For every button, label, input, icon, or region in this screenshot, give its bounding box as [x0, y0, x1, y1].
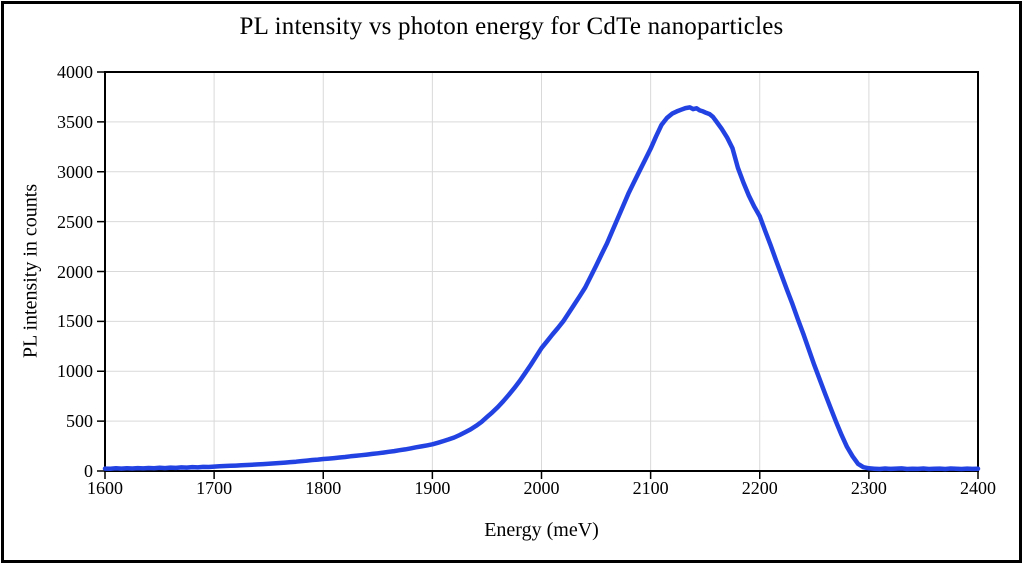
- y-tick-label: 3500: [57, 111, 93, 132]
- x-tick-label: 1600: [87, 478, 123, 498]
- y-tick-label: 500: [66, 411, 93, 432]
- y-tick-label: 4000: [57, 62, 93, 82]
- x-tick-label: 1900: [414, 478, 451, 498]
- chart-title: PL intensity vs photon energy for CdTe n…: [239, 13, 784, 40]
- x-tick-label: 2400: [960, 478, 996, 498]
- x-tick-labels: 1600 1700 1800 1900 2000 2100 2200 2300 2400: [0, 478, 1023, 502]
- y-tick-label: 1500: [57, 311, 93, 332]
- y-tick-labels: 0 500 1000 1500 2000 2500 3000 3500 4000: [0, 0, 100, 564]
- x-tick-label: 2100: [632, 478, 669, 498]
- y-tick-label: 2500: [57, 211, 93, 232]
- x-tick-label: 2000: [523, 478, 560, 498]
- y-tick-label: 3000: [57, 161, 93, 182]
- y-tick-label: 2000: [57, 261, 93, 282]
- y-tick-label: 0: [84, 461, 93, 481]
- x-axis-title: Energy (meV): [484, 519, 599, 541]
- x-tick-label: 1700: [196, 478, 233, 498]
- x-tick-label: 2300: [850, 478, 887, 498]
- y-tick-label: 1000: [57, 361, 93, 382]
- x-tick-label: 1800: [305, 478, 342, 498]
- pl-intensity-curve: [102, 105, 981, 472]
- x-tick-label: 2200: [741, 478, 778, 498]
